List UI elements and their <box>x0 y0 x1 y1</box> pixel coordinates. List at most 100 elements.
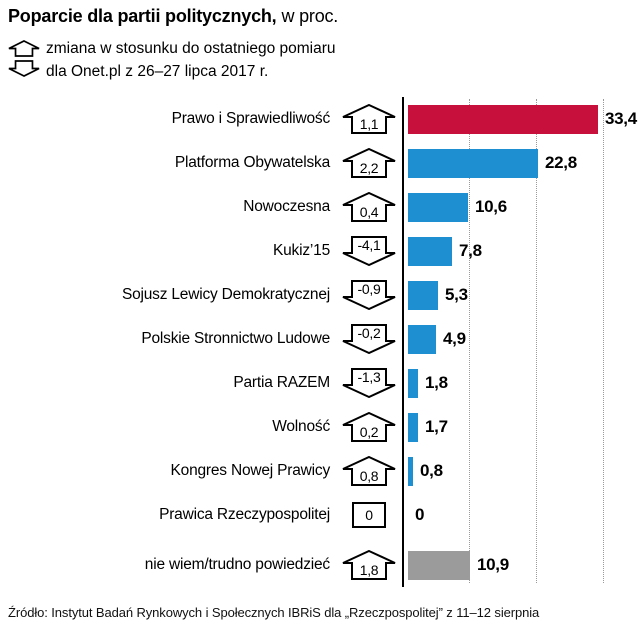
bar <box>408 324 436 354</box>
source-note: Źródło: Instytut Badań Rynkowych i Społe… <box>8 605 540 620</box>
bar-category-label: Platforma Obywatelska <box>174 154 330 171</box>
arrow-down-icon <box>342 236 396 266</box>
no-change-box-icon <box>352 502 386 528</box>
arrow-up-icon <box>342 192 396 222</box>
page-title: Poparcie dla partii politycznych, w proc. <box>8 6 635 27</box>
change-badge: 0 <box>336 500 402 530</box>
chart-row: nie wiem/trudno powiedzieć 1,8 10,9 <box>8 543 635 587</box>
change-value: -0,2 <box>357 325 381 341</box>
bar-category-label: Partia RAZEM <box>233 374 330 391</box>
bar <box>408 368 418 398</box>
legend-icons <box>8 37 46 83</box>
bar-value-label: 7,8 <box>459 241 482 260</box>
change-badge: -0,2 <box>336 324 402 354</box>
bar <box>408 456 413 486</box>
change-value: -4,1 <box>357 237 381 253</box>
bar-category-label: Prawo i Sprawiedliwość <box>171 110 331 127</box>
arrow-up-icon <box>342 148 396 178</box>
change-badge: 0,8 <box>336 456 402 486</box>
chart-row: Polskie Stronnictwo Ludowe -0,2 4,9 <box>8 317 635 361</box>
bar-area: 1,8 <box>402 368 635 398</box>
change-value: 1,1 <box>359 116 379 132</box>
chart-row: Prawica Rzeczypospolitej 0 0 <box>8 493 635 537</box>
arrow-up-icon <box>8 40 40 57</box>
bar <box>408 192 468 222</box>
bar-value-label: 10,6 <box>475 197 507 216</box>
change-value: 0 <box>365 507 373 523</box>
change-badge: -1,3 <box>336 368 402 398</box>
chart: Prawo i Sprawiedliwość 1,1 33,4 Platforma O… <box>8 97 637 587</box>
change-value: 1,8 <box>359 562 379 578</box>
bar-area: 5,3 <box>402 280 635 310</box>
bar-area: 1,7 <box>402 412 635 442</box>
chart-row: Kongres Nowej Prawicy 0,8 0,8 <box>8 449 635 493</box>
bar-category-label: Kukiz’15 <box>273 242 330 259</box>
infographic: Poparcie dla partii politycznych, w proc.… <box>8 6 637 620</box>
arrow-up-icon <box>342 456 396 486</box>
bar-area: 7,8 <box>402 236 635 266</box>
bar-area: 0,8 <box>402 456 635 486</box>
bar-value-label: 0,8 <box>420 461 443 480</box>
legend-line-2: dla Onet.pl z 26–27 lipca 2017 r. <box>46 63 269 80</box>
axis-line <box>402 97 404 587</box>
legend-text: zmiana w stosunku do ostatniego pomiaru … <box>46 37 336 83</box>
bar-area: 22,8 <box>402 148 635 178</box>
bar-area: 4,9 <box>402 324 635 354</box>
chart-row: Platforma Obywatelska 2,2 22,8 <box>8 141 635 185</box>
bar-value-label: 1,8 <box>425 373 448 392</box>
bar-category-label: Sojusz Lewicy Demokratycznej <box>121 286 330 303</box>
arrow-up-icon <box>342 550 396 580</box>
chart-rows: Prawo i Sprawiedliwość 1,1 33,4 Platforma O… <box>8 97 637 587</box>
change-badge: -4,1 <box>336 236 402 266</box>
gridline <box>603 99 604 583</box>
bar-value-label: 4,9 <box>443 329 466 348</box>
bar-value-label: 0 <box>415 505 425 524</box>
change-badge: 1,1 <box>336 104 402 134</box>
change-value: 2,2 <box>359 160 379 176</box>
bar-value-label: 33,4 <box>605 109 637 128</box>
bar-value-label: 1,7 <box>425 417 448 436</box>
chart-row: Partia RAZEM -1,3 1,8 <box>8 361 635 405</box>
bar-category-label: Polskie Stronnictwo Ludowe <box>141 330 330 347</box>
chart-row: Nowoczesna 0,4 10,6 <box>8 185 635 229</box>
bar-category-label: Prawica Rzeczypospolitej <box>159 506 330 523</box>
bar-value-label: 10,9 <box>477 555 509 574</box>
legend-line-1: zmiana w stosunku do ostatniego pomiaru <box>46 40 336 57</box>
change-badge: 2,2 <box>336 148 402 178</box>
bar <box>408 280 438 310</box>
chart-row: Wolność 0,2 1,7 <box>8 405 635 449</box>
bar <box>408 104 598 134</box>
arrow-down-icon <box>342 280 396 310</box>
change-value: 0,2 <box>359 424 379 440</box>
bar-value-label: 22,8 <box>545 153 577 172</box>
bar-area: 33,4 <box>402 104 637 134</box>
title-bold: Poparcie dla partii politycznych, <box>8 6 277 26</box>
change-badge: 1,8 <box>336 550 402 580</box>
title-unit: w proc. <box>281 6 339 26</box>
gridline <box>469 99 470 583</box>
arrow-down-icon <box>342 368 396 398</box>
change-value: 0,4 <box>359 204 379 220</box>
chart-row: Kukiz’15 -4,1 7,8 <box>8 229 635 273</box>
bar <box>408 550 470 580</box>
change-badge: 0,2 <box>336 412 402 442</box>
change-value: 0,8 <box>359 468 379 484</box>
bar-area: 10,6 <box>402 192 635 222</box>
arrow-down-icon <box>8 60 40 77</box>
bar <box>408 148 538 178</box>
change-value: -0,9 <box>357 281 381 297</box>
chart-row: Sojusz Lewicy Demokratycznej -0,9 5,3 <box>8 273 635 317</box>
legend: zmiana w stosunku do ostatniego pomiaru … <box>8 37 635 83</box>
arrow-down-icon <box>342 324 396 354</box>
bar <box>408 236 452 266</box>
gridline <box>536 99 537 583</box>
bar-area: 10,9 <box>402 550 635 580</box>
bar-area: 0 <box>402 505 635 525</box>
chart-row: Prawo i Sprawiedliwość 1,1 33,4 <box>8 97 637 141</box>
arrow-up-icon <box>342 104 396 134</box>
bar-category-label: Wolność <box>272 418 330 435</box>
change-value: -1,3 <box>357 369 381 385</box>
change-badge: -0,9 <box>336 280 402 310</box>
bar-value-label: 5,3 <box>445 285 468 304</box>
bar <box>408 412 418 442</box>
